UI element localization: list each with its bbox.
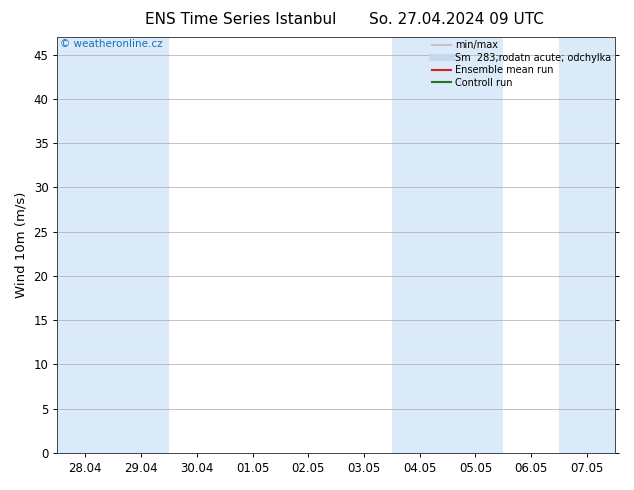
Bar (392, 37, 448, 453)
Legend: min/max, Sm  283;rodatn acute; odchylka, Ensemble mean run, Controll run: min/max, Sm 283;rodatn acute; odchylka, … (430, 39, 613, 90)
Text: So. 27.04.2024 09 UTC: So. 27.04.2024 09 UTC (369, 12, 544, 27)
Y-axis label: Wind 10m (m/s): Wind 10m (m/s) (15, 192, 28, 298)
Bar (448, 37, 503, 453)
Bar (58, 37, 113, 453)
Text: © weatheronline.cz: © weatheronline.cz (60, 39, 163, 49)
Bar (113, 37, 169, 453)
Text: ENS Time Series Istanbul: ENS Time Series Istanbul (145, 12, 337, 27)
Bar (559, 37, 615, 453)
